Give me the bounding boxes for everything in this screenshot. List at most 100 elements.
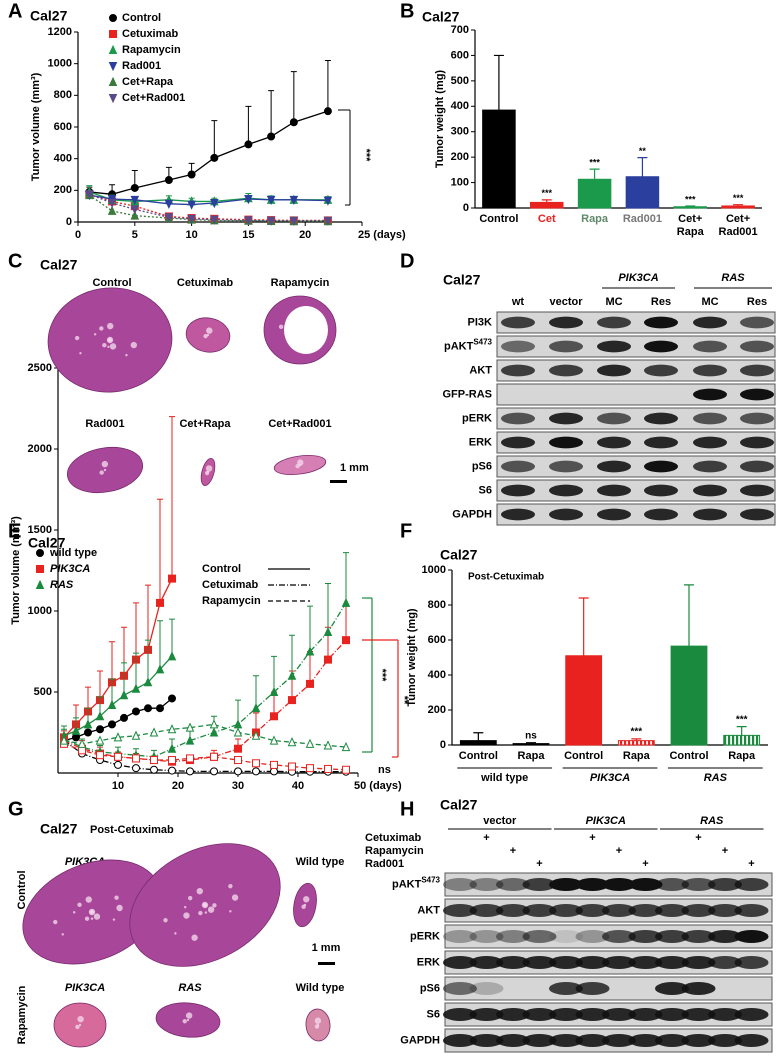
error-bar — [343, 604, 349, 641]
significance: *** — [541, 188, 552, 198]
band — [501, 484, 535, 497]
tissue-speckle — [78, 1023, 82, 1027]
band — [681, 956, 716, 969]
band — [597, 436, 631, 449]
legend-label: Control — [202, 563, 241, 575]
data-point — [132, 707, 140, 716]
band — [602, 904, 636, 917]
band — [597, 508, 631, 521]
x-tick-label: 10 — [112, 780, 124, 792]
series-line — [63, 578, 173, 738]
row-label: ERK — [469, 436, 492, 448]
band — [708, 1034, 742, 1047]
band — [575, 1034, 610, 1047]
series-line — [63, 723, 347, 748]
tissue-speckle — [103, 468, 107, 472]
row-label-text: AKT — [417, 904, 440, 916]
tissue-speckle — [204, 911, 208, 914]
tissue-speckle — [109, 343, 117, 350]
data-point — [305, 646, 315, 656]
chart-title: Cal27 — [422, 9, 460, 25]
treatment-mark: + — [536, 858, 542, 870]
blot-strip — [496, 383, 776, 406]
band — [693, 340, 727, 353]
tissue-speckle — [112, 918, 116, 921]
series-line — [89, 194, 328, 206]
band — [443, 1008, 477, 1021]
series-line — [89, 193, 328, 222]
tissue-speckle — [206, 327, 213, 334]
error-bar — [157, 498, 163, 603]
x-tick-label: Control — [479, 213, 519, 225]
band — [740, 316, 774, 329]
tissue-speckle — [90, 917, 94, 920]
tissue-speckle — [75, 1024, 80, 1030]
group-label: RAS — [704, 772, 728, 784]
tissue-speckle — [61, 933, 64, 936]
data-point — [187, 170, 196, 179]
y-tick-label: 600 — [451, 49, 469, 61]
treatment-mark: + — [722, 845, 728, 857]
y-tick-label: 300 — [451, 126, 469, 138]
tissue-section — [273, 454, 327, 476]
data-point — [107, 699, 117, 709]
data-point — [233, 719, 243, 729]
band — [597, 460, 631, 473]
row-label: pS6 — [472, 460, 492, 472]
band — [549, 364, 583, 377]
data-point — [71, 725, 81, 735]
band — [693, 484, 727, 497]
y-tick-label: 1000 — [48, 58, 72, 70]
y-axis-label: Tumor weight (mg) — [406, 608, 418, 707]
data-point — [130, 205, 140, 215]
chart-title: Cal27 — [28, 535, 66, 551]
data-point — [85, 190, 94, 200]
band — [549, 1034, 583, 1047]
error-bar — [271, 655, 277, 692]
band — [501, 364, 535, 377]
band — [597, 412, 631, 425]
legend-marker — [36, 549, 44, 557]
data-point — [168, 694, 176, 703]
tissue-gap — [284, 306, 328, 354]
data-point — [186, 754, 194, 763]
error-bar — [253, 675, 259, 709]
band — [496, 1008, 530, 1021]
y-tick-label: 500 — [451, 75, 469, 87]
tissue-speckle — [116, 904, 123, 912]
row-label-text: S6 — [427, 1008, 440, 1020]
band — [708, 878, 742, 891]
column-label: MC — [701, 296, 718, 308]
x-tick-label: 20 — [172, 780, 184, 792]
data-point — [323, 216, 333, 226]
tissue-speckle — [93, 333, 97, 336]
band — [597, 364, 631, 377]
y-tick-label: 1000 — [422, 564, 446, 576]
band — [496, 930, 530, 943]
data-point — [209, 727, 219, 737]
data-point — [72, 733, 80, 742]
band — [628, 878, 663, 891]
band — [681, 930, 716, 943]
row-label: Control — [16, 870, 28, 909]
data-point — [132, 764, 140, 773]
tissue-speckle — [314, 1024, 320, 1029]
significance: *** — [376, 669, 388, 683]
column-label: Res — [651, 296, 671, 308]
error-bar — [290, 71, 297, 123]
data-point — [130, 210, 140, 220]
legend-label: Control — [122, 12, 161, 24]
data-point — [323, 740, 333, 750]
tissue-speckle — [205, 465, 213, 472]
data-point — [270, 760, 278, 769]
x-tick-label: Rapa — [517, 750, 545, 762]
sample-label: Cet+Rapa — [179, 418, 231, 430]
band — [655, 956, 689, 969]
tissue-speckle — [107, 322, 114, 330]
y-tick-label: 1500 — [28, 524, 52, 536]
data-point — [341, 741, 351, 752]
data-point — [305, 738, 315, 748]
y-tick-label: 200 — [451, 151, 469, 163]
tissue-speckle — [89, 909, 95, 915]
band — [575, 930, 610, 943]
